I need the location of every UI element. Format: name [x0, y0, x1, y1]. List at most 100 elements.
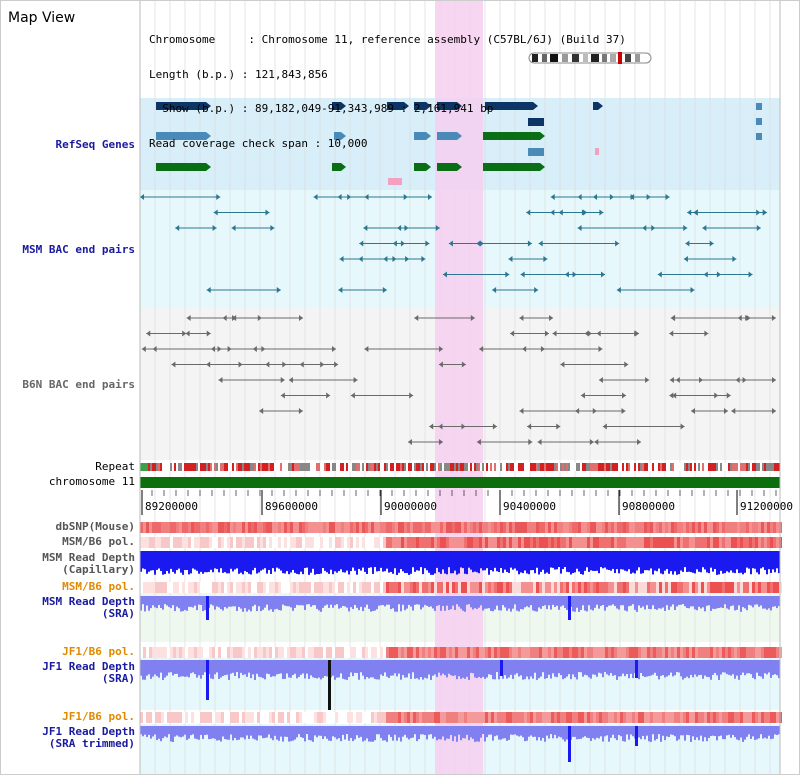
- jf1-sra-depth: [760, 660, 762, 677]
- msm-sra-depth: [348, 596, 350, 612]
- dbsnp-cell: [140, 522, 143, 533]
- b6n-bac-pair-end: [364, 346, 369, 352]
- dbsnp-cell: [443, 522, 446, 533]
- dbsnp-cell: [236, 522, 239, 533]
- jf1-sra-depth: [646, 660, 648, 677]
- msm-pol-cell: [395, 537, 398, 548]
- dbsnp-cell: [719, 522, 722, 533]
- jf1-pol2-cell: [317, 712, 320, 723]
- msm-sra-depth: [190, 596, 192, 607]
- b6n-bac-pair-end: [771, 315, 776, 321]
- msm-capillary-depth: [470, 551, 472, 570]
- jf1-pol-cell: [296, 647, 299, 658]
- msm-pol-cell: [485, 537, 488, 548]
- msm-sra-depth: [524, 596, 526, 608]
- repeat-segment: [450, 463, 452, 471]
- dbsnp-cell: [689, 522, 692, 533]
- msm-sra-depth: [390, 596, 392, 610]
- jf1-pol2-cell: [212, 712, 215, 723]
- jf1-pol2-cell: [398, 712, 401, 723]
- msm-bac-pair-end: [564, 271, 569, 278]
- jf1-trim-depth: [172, 726, 174, 742]
- msm-pol2-cell: [215, 582, 218, 593]
- jf1-sra-depth: [430, 660, 432, 680]
- jf1-pol-cell: [338, 647, 341, 658]
- repeat-segment: [352, 463, 354, 471]
- dbsnp-cell: [524, 522, 527, 533]
- msm-sra-depth: [494, 596, 496, 610]
- jf1-pol2-cell: [209, 712, 212, 723]
- msm-pol2-cell: [398, 582, 401, 593]
- jf1-pol2-cell: [395, 712, 398, 723]
- repeat-segment: [690, 463, 692, 471]
- msm-capillary-depth: [286, 551, 288, 572]
- msm-capillary-depth: [608, 551, 610, 570]
- jf1-pol-cell: [710, 647, 713, 658]
- msm-capillary-depth: [464, 551, 466, 574]
- jf1-trim-depth: [472, 726, 474, 739]
- msm-capillary-depth: [492, 551, 494, 572]
- msm-pol-cell: [194, 537, 197, 548]
- jf1-pol2-cell: [752, 712, 755, 723]
- jf1-pol-cell: [434, 647, 437, 658]
- dbsnp-cell: [596, 522, 599, 533]
- msm-capillary-depth: [340, 551, 342, 570]
- dbsnp-cell: [629, 522, 632, 533]
- jf1-pol2-cell: [575, 712, 578, 723]
- repeat-segment: [158, 463, 160, 471]
- msm-sra-depth: [246, 596, 248, 612]
- jf1-pol2-cell: [269, 712, 272, 723]
- msm-sra-depth: [518, 596, 520, 612]
- msm-pol-cell: [443, 537, 446, 548]
- msm-capillary-depth: [570, 551, 572, 575]
- jf1-trim-depth: [310, 726, 312, 741]
- jf1-sra-depth: [264, 660, 266, 680]
- msm-capillary-depth: [232, 551, 234, 572]
- msm-sra-depth: [174, 596, 176, 611]
- scale-tick-label: 89200000: [145, 500, 198, 513]
- msm-sra-depth: [300, 596, 302, 606]
- dbsnp-cell: [608, 522, 611, 533]
- jf1-pol-cell: [344, 647, 347, 658]
- dbsnp-cell: [287, 522, 290, 533]
- msm-pol-cell: [464, 537, 467, 548]
- msm-capillary-depth: [692, 551, 694, 573]
- repeat-segment: [712, 463, 714, 471]
- jf1-trim-depth: [616, 726, 618, 741]
- msm-capillary-depth: [280, 551, 282, 571]
- msm-sra-depth: [444, 596, 446, 611]
- jf1-sra-depth: [232, 660, 234, 673]
- jf1-sra-depth: [474, 660, 476, 678]
- msm-capillary-depth: [630, 551, 632, 574]
- jf1-trim-depth: [474, 726, 476, 742]
- jf1-pol-cell: [254, 647, 257, 658]
- jf1-trim-depth: [316, 726, 318, 738]
- b6n-bac-pair-end: [621, 408, 626, 414]
- msm-pol-cell: [656, 537, 659, 548]
- chromosome-ideogram[interactable]: [528, 52, 652, 64]
- repeat-segment: [578, 463, 580, 471]
- msm-capillary-depth: [248, 551, 250, 574]
- jf1-sra-depth: [650, 660, 652, 676]
- msm-pol2-cell: [515, 582, 518, 593]
- jf1-pol-cell: [179, 647, 182, 658]
- jf1-pol-cell: [599, 647, 602, 658]
- jf1-pol-cell: [194, 647, 197, 658]
- repeat-segment: [312, 463, 314, 471]
- msm-bac-pair-end: [534, 287, 539, 293]
- msm-pol2-cell: [458, 582, 461, 593]
- dbsnp-cell: [446, 522, 449, 533]
- msm-capillary-depth: [420, 551, 422, 568]
- msm-pol-cell: [536, 537, 539, 548]
- msm-capillary-depth: [224, 551, 226, 573]
- jf1-trim-depth: [478, 726, 480, 742]
- jf1-pol2-cell: [386, 712, 389, 723]
- jf1-pol-cell: [215, 647, 218, 658]
- jf1-pol2-cell: [764, 712, 767, 723]
- jf1-pol-cell: [674, 647, 677, 658]
- msm-pol-cell: [287, 537, 290, 548]
- dbsnp-cell: [350, 522, 353, 533]
- jf1-trim-depth: [540, 726, 542, 741]
- jf1-sra-depth: [190, 660, 192, 674]
